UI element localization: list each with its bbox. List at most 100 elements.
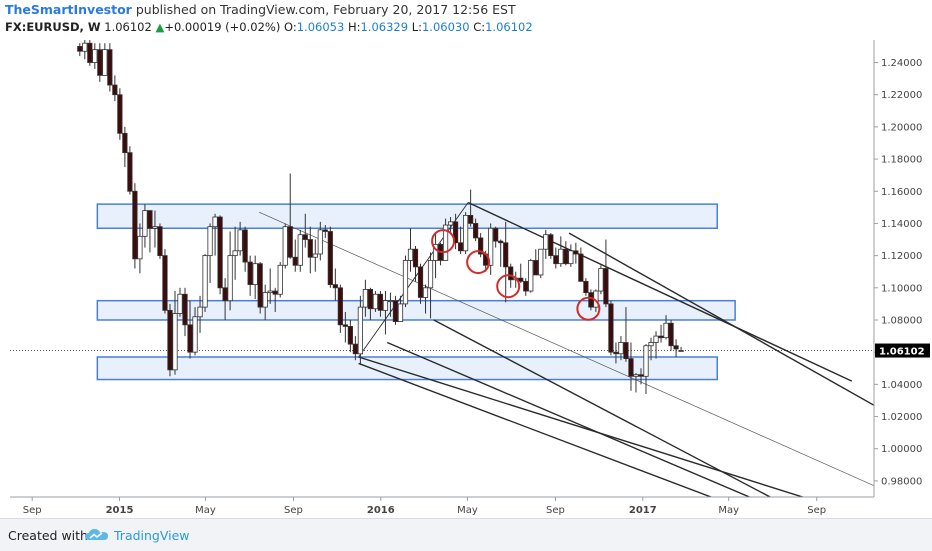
tradingview-brand-link[interactable]: TradingView <box>114 528 190 543</box>
candle-body-32 <box>237 229 243 252</box>
price-chart[interactable]: 1.24000 1.22000 1.20000 1.18000 1.16000 1.140… <box>0 0 932 518</box>
candle-body-107 <box>613 351 619 355</box>
candle-body-91 <box>533 260 539 276</box>
candle-body-25 <box>202 255 208 308</box>
candle-body-14 <box>147 210 153 229</box>
candle-body-65 <box>402 260 409 305</box>
candle-body-4 <box>97 49 103 76</box>
candle-body-55 <box>352 343 358 355</box>
time-tick-label-4: 2016 <box>367 505 395 516</box>
price-tick-label-10: 1.04000 <box>881 380 922 391</box>
tradingview-cloud-icon <box>85 529 108 540</box>
candle-body-117 <box>663 322 669 339</box>
candle-body-8 <box>117 94 123 134</box>
candle-body-64 <box>397 303 404 323</box>
time-tick-label-2: May <box>195 505 216 516</box>
candle-body-38 <box>267 290 273 294</box>
candle-body-62 <box>387 300 394 303</box>
author-link[interactable]: TheSmartInvestor <box>5 2 132 17</box>
lower-support-zone <box>96 356 718 381</box>
candle-body-49 <box>322 229 328 232</box>
created-with-label: Created with <box>8 528 88 543</box>
candle-body-61 <box>382 300 389 311</box>
candle-body-116 <box>658 335 664 339</box>
price-tick-label-8: 1.08000 <box>881 315 922 326</box>
price-tick-label-1: 1.22000 <box>881 90 922 101</box>
candle-body-12 <box>137 235 143 260</box>
candle-body-93 <box>543 234 549 250</box>
candle-body-42 <box>287 226 293 258</box>
candle-body-105 <box>603 268 609 305</box>
candle-body-24 <box>197 306 203 318</box>
close-label: C: <box>473 20 486 34</box>
last-price: 1.06102 <box>104 20 152 34</box>
price-tick-label-5: 1.14000 <box>881 219 922 230</box>
red-circle-marker-3 <box>576 296 601 321</box>
time-tick-label-7: 2017 <box>629 505 657 516</box>
candle-body-39 <box>272 290 278 295</box>
candle-body-106 <box>608 303 614 353</box>
candle-body-57 <box>362 289 369 308</box>
candle-body-59 <box>372 293 379 310</box>
time-tick-label-6: Sep <box>546 505 565 516</box>
candle-body-18 <box>167 309 173 371</box>
candle-body-23 <box>192 316 198 353</box>
open-value: 1.06053 <box>296 20 345 34</box>
candle-body-19 <box>172 313 178 371</box>
time-tick-label-8: May <box>718 505 739 516</box>
candle-body-47 <box>312 253 318 258</box>
candle-body-3 <box>92 49 98 63</box>
candle-body-1 <box>82 42 88 52</box>
pitchfork-channel-line-1 <box>568 232 874 406</box>
candle-body-98 <box>568 250 574 265</box>
candle-body-16 <box>157 226 163 257</box>
published-text: published on TradingView.com, February 2… <box>135 2 516 17</box>
price-tick-label-2: 1.20000 <box>881 122 922 133</box>
pitchfork-channel-line-5 <box>386 341 752 497</box>
price-tick-label-6: 1.12000 <box>881 251 922 262</box>
candle-body-26 <box>207 226 213 257</box>
high-value: 1.06329 <box>360 20 409 34</box>
candle-body-89 <box>523 280 529 292</box>
candle-body-110 <box>628 358 634 377</box>
candle-body-73 <box>442 224 449 261</box>
candle-body-9 <box>122 132 128 154</box>
candle-body-68 <box>417 266 424 298</box>
candle-body-15 <box>152 226 158 229</box>
red-circle-marker-0 <box>431 229 456 254</box>
candle-body-6 <box>107 49 113 86</box>
candle-body-70 <box>427 260 434 289</box>
candle-body-78 <box>468 214 474 224</box>
candle-body-114 <box>648 342 654 347</box>
candle-body-45 <box>302 234 308 240</box>
candle-body-31 <box>232 250 238 257</box>
candle-body-67 <box>412 248 419 268</box>
price-tick-label-7: 1.10000 <box>881 283 922 294</box>
candle-body-58 <box>367 289 374 310</box>
candle-body-51 <box>332 284 338 289</box>
candle-body-71 <box>432 243 439 261</box>
candle-body-99 <box>573 250 579 255</box>
candle-body-44 <box>297 234 303 266</box>
candle-body-43 <box>292 256 298 266</box>
pitchfork-channel-line-4 <box>358 362 713 497</box>
price-change: +0.00019 (+0.02%) <box>164 20 281 34</box>
candle-body-28 <box>217 216 223 289</box>
candle-body-29 <box>222 287 228 302</box>
candle-body-34 <box>247 261 253 285</box>
candle-body-52 <box>337 287 343 326</box>
candle-body-88 <box>518 277 524 282</box>
candle-body-33 <box>242 229 248 263</box>
publish-info: TheSmartInvestor published on TradingVie… <box>5 2 516 17</box>
time-tick-label-5: May <box>457 505 478 516</box>
upper-resistance-zone <box>96 203 718 230</box>
candle-body-17 <box>162 255 168 311</box>
candle-body-92 <box>538 248 544 276</box>
price-tick-label-12: 1.00000 <box>881 444 922 455</box>
candle-body-80 <box>478 237 484 255</box>
low-label: L: <box>411 20 422 34</box>
candle-body-0 <box>77 46 83 52</box>
red-circle-marker-2 <box>496 274 521 299</box>
candle-body-36 <box>257 263 263 308</box>
candle-body-54 <box>347 326 353 345</box>
